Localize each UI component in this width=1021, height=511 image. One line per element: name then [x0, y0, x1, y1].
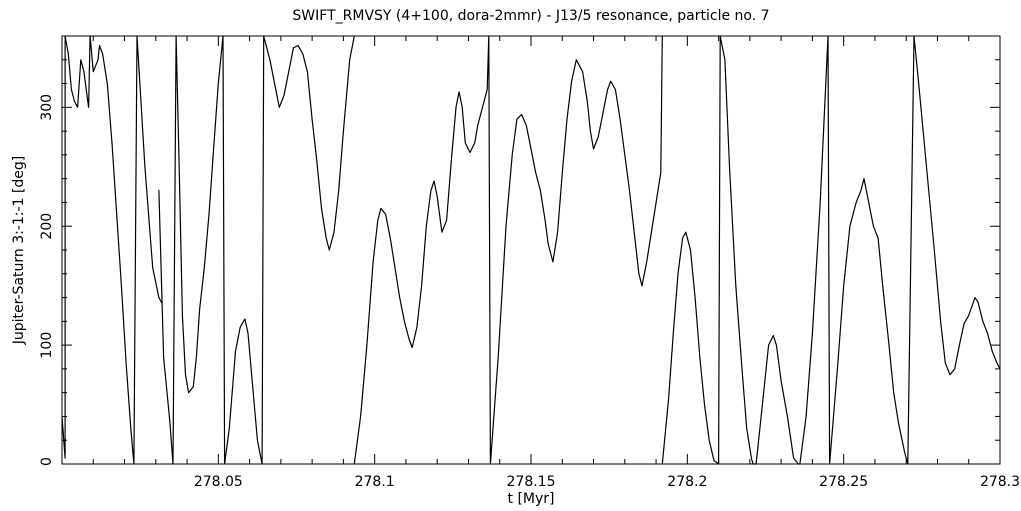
y-tick-label: 200 [39, 213, 55, 240]
y-tick-label: 0 [39, 457, 55, 466]
series-line-2 [353, 35, 663, 465]
y-tick-label: 300 [39, 94, 55, 121]
x-tick-labels: 278.05 278.1 278.15 278.2 278.25 278.3 [194, 474, 1020, 490]
axis-ticks [61, 35, 1001, 465]
x-tick-label: 278.05 [194, 474, 243, 490]
series-line-1 [61, 35, 355, 465]
y-axis-label: Jupiter-Saturn 3:-1:-1 [deg] [11, 156, 27, 345]
x-tick-label: 278.1 [355, 474, 395, 490]
y-tick-labels: 0 100 200 300 [39, 94, 55, 466]
x-tick-label: 278.3 [980, 474, 1020, 490]
x-tick-label: 278.15 [507, 474, 556, 490]
x-tick-label: 278.2 [667, 474, 707, 490]
chart-title: SWIFT_RMVSY (4+100, dora-2mmr) - J13/5 r… [292, 8, 769, 24]
x-tick-label: 278.25 [819, 474, 868, 490]
x-axis-label: t [Myr] [508, 491, 555, 507]
y-tick-label: 100 [39, 332, 55, 359]
